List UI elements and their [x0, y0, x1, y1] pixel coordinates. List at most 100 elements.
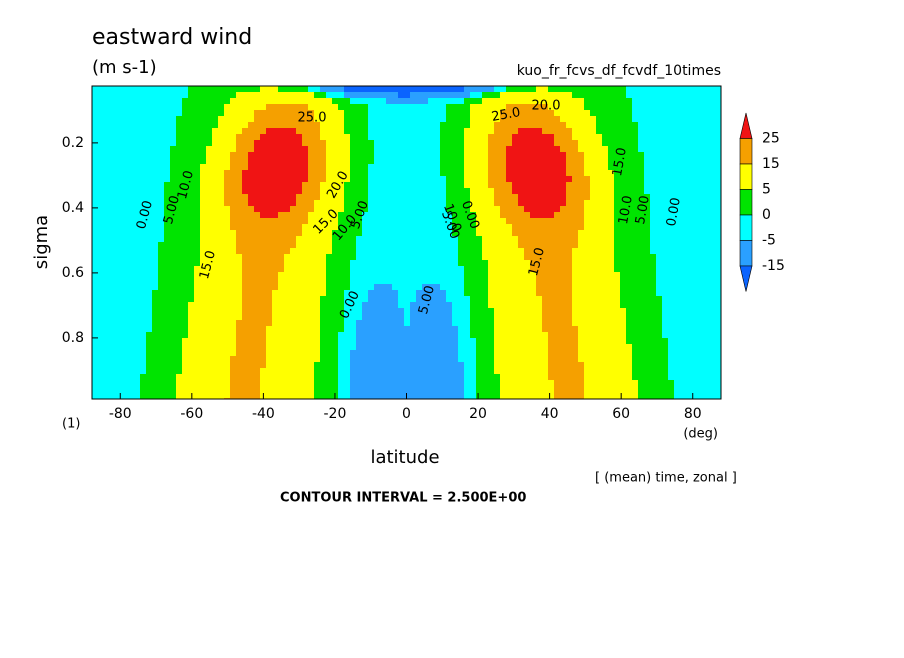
field-cell: [230, 152, 237, 159]
field-cell: [392, 158, 399, 165]
field-cell: [356, 86, 363, 93]
field-cell: [134, 230, 141, 237]
field-cell: [632, 362, 639, 369]
field-cell: [392, 176, 399, 183]
field-cell: [122, 338, 129, 345]
field-cell: [236, 254, 243, 261]
field-cell: [296, 314, 303, 321]
field-cell: [536, 338, 543, 345]
field-cell: [656, 260, 663, 267]
field-cell: [290, 284, 297, 291]
field-cell: [392, 248, 399, 255]
field-cell: [98, 260, 105, 267]
field-cell: [338, 368, 345, 375]
field-cell: [284, 146, 291, 153]
field-cell: [518, 200, 525, 207]
field-cell: [104, 122, 111, 129]
field-cell: [392, 104, 399, 111]
field-cell: [506, 98, 513, 105]
field-cell: [170, 344, 177, 351]
field-cell: [494, 104, 501, 111]
field-cell: [440, 146, 447, 153]
field-cell: [356, 98, 363, 105]
field-cell: [194, 200, 201, 207]
field-cell: [458, 164, 465, 171]
field-cell: [200, 230, 207, 237]
field-cell: [302, 152, 309, 159]
field-cell: [218, 218, 225, 225]
field-cell: [164, 278, 171, 285]
field-cell: [176, 200, 183, 207]
field-cell: [206, 116, 213, 123]
field-cell: [596, 224, 603, 231]
field-cell: [110, 218, 117, 225]
field-cell: [92, 176, 99, 183]
field-cell: [134, 290, 141, 297]
field-cell: [164, 248, 171, 255]
field-cell: [656, 194, 663, 201]
field-cell: [662, 254, 669, 261]
field-cell: [536, 158, 543, 165]
field-cell: [692, 242, 699, 249]
field-cell: [236, 260, 243, 267]
field-cell: [380, 218, 387, 225]
field-cell: [530, 308, 537, 315]
field-cell: [590, 230, 597, 237]
field-cell: [542, 152, 549, 159]
field-cell: [578, 254, 585, 261]
field-cell: [596, 356, 603, 363]
field-cell: [620, 158, 627, 165]
field-cell: [188, 326, 195, 333]
field-cell: [326, 338, 333, 345]
field-cell: [206, 362, 213, 369]
field-cell: [620, 188, 627, 195]
field-cell: [464, 182, 471, 189]
field-cell: [326, 128, 333, 135]
field-cell: [158, 152, 165, 159]
field-cell: [242, 356, 249, 363]
field-cell: [698, 140, 705, 147]
field-cell: [344, 212, 351, 219]
field-cell: [194, 302, 201, 309]
field-cell: [590, 92, 597, 99]
field-cell: [272, 182, 279, 189]
field-cell: [302, 344, 309, 351]
field-cell: [434, 122, 441, 129]
field-cell: [194, 362, 201, 369]
field-cell: [392, 260, 399, 267]
field-cell: [476, 176, 483, 183]
field-cell: [656, 128, 663, 135]
field-cell: [272, 368, 279, 375]
field-cell: [440, 242, 447, 249]
field-cell: [512, 308, 519, 315]
field-cell: [206, 164, 213, 171]
field-cell: [632, 104, 639, 111]
field-cell: [674, 278, 681, 285]
field-cell: [560, 92, 567, 99]
field-cell: [668, 98, 675, 105]
field-cell: [326, 242, 333, 249]
field-cell: [518, 92, 525, 99]
field-cell: [428, 362, 435, 369]
field-cell: [260, 86, 267, 93]
field-cell: [290, 194, 297, 201]
field-cell: [272, 212, 279, 219]
field-cell: [710, 104, 717, 111]
field-cell: [176, 302, 183, 309]
field-cell: [158, 230, 165, 237]
field-cell: [182, 332, 189, 339]
field-cell: [212, 158, 219, 165]
field-cell: [362, 296, 369, 303]
field-cell: [92, 98, 99, 105]
field-cell: [380, 110, 387, 117]
field-cell: [410, 302, 417, 309]
field-cell: [626, 284, 633, 291]
field-cell: [398, 122, 405, 129]
field-cell: [314, 254, 321, 261]
field-cell: [632, 332, 639, 339]
field-cell: [254, 368, 261, 375]
field-cell: [242, 230, 249, 237]
field-cell: [632, 188, 639, 195]
field-cell: [542, 278, 549, 285]
field-cell: [512, 320, 519, 327]
